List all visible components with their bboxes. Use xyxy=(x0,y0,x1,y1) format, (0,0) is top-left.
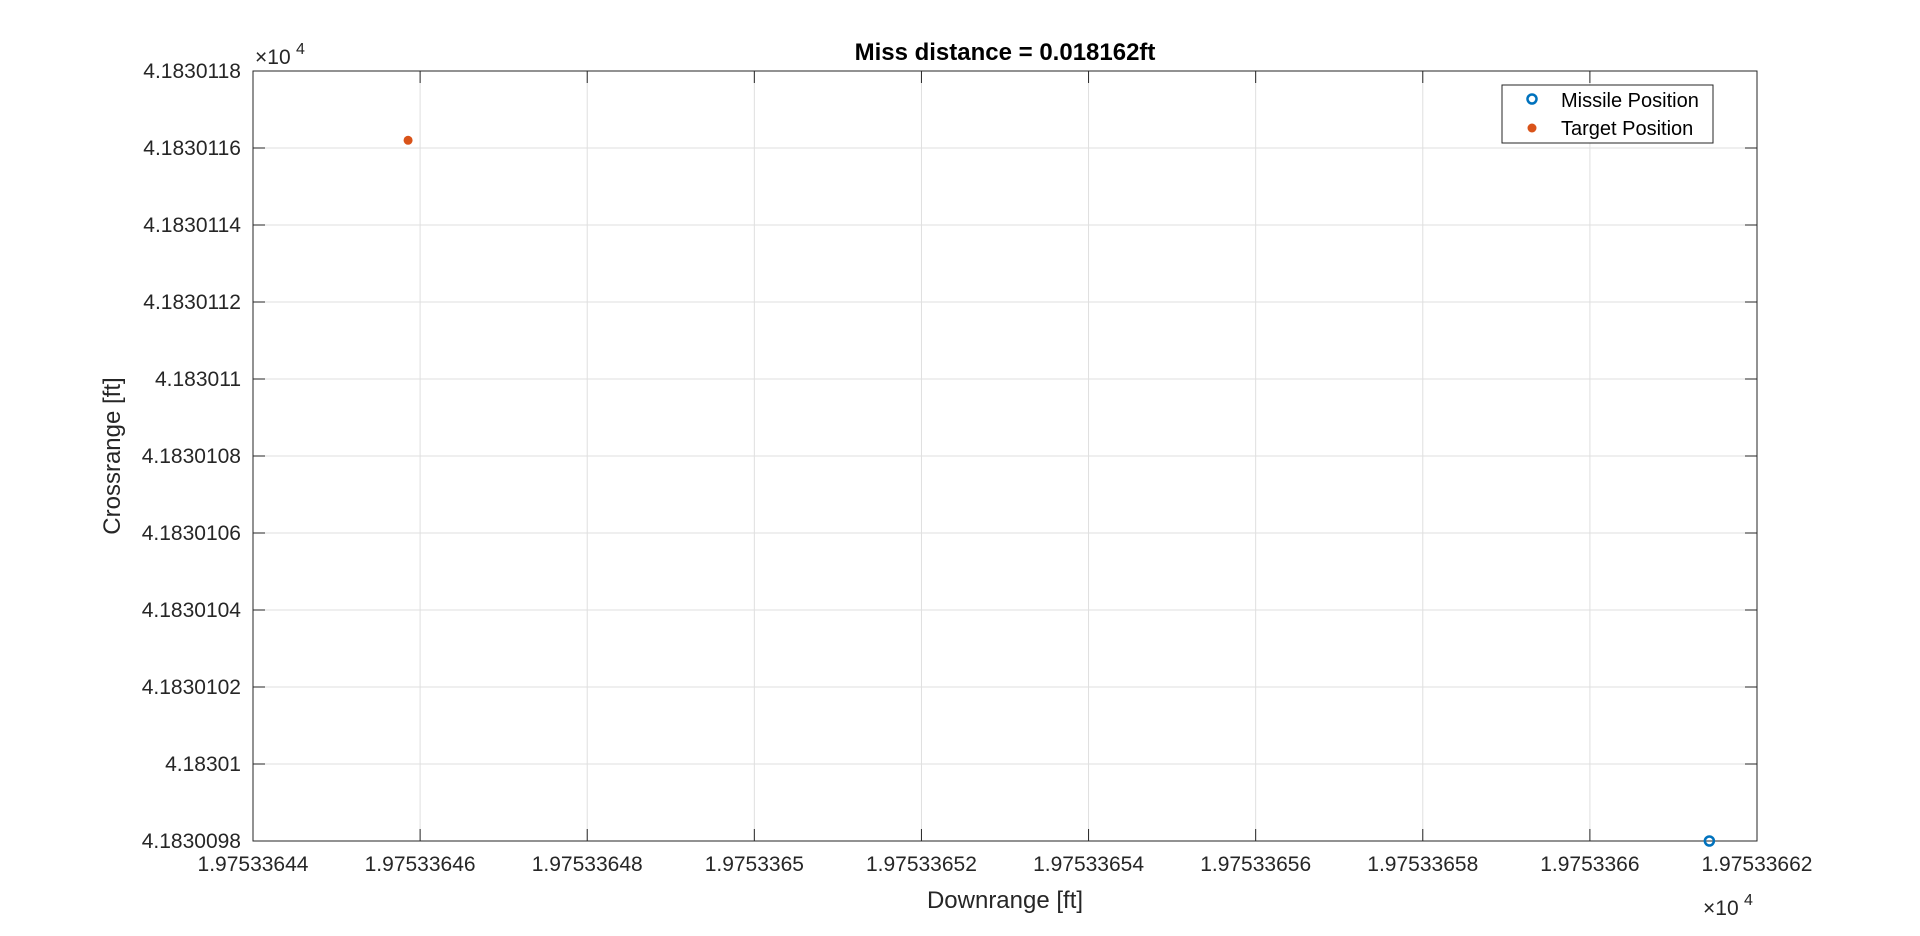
x-tick-label: 1.97533648 xyxy=(532,853,643,876)
y-tick-label: 4.1830098 xyxy=(142,830,241,853)
x-tick-label: 1.97533658 xyxy=(1367,853,1478,876)
x-axis-label: Downrange [ft] xyxy=(927,887,1083,914)
x-tick-labels: 1.97533644 1.97533646 1.97533648 1.9753365 1… xyxy=(198,853,1813,876)
legend-missile-label: Missile Position xyxy=(1561,90,1699,112)
x-tick-label: 1.97533654 xyxy=(1033,853,1144,876)
legend-box xyxy=(1501,84,1714,144)
x-tick-label: 1.97533662 xyxy=(1702,853,1813,876)
missile-position-point xyxy=(1703,835,1716,847)
y-axis-label: Crossrange [ft] xyxy=(99,377,126,534)
x-exponent-label: ×10 4 xyxy=(1703,892,1753,920)
x-tick-label: 1.97533646 xyxy=(365,853,476,876)
y-tick-label: 4.1830108 xyxy=(142,445,241,468)
grid-lines xyxy=(253,71,1757,841)
y-tick-label: 4.1830106 xyxy=(142,522,241,545)
x-tick-label: 1.97533652 xyxy=(866,853,977,876)
x-exponent-power: 4 xyxy=(1744,892,1753,909)
legend-missile-marker xyxy=(1526,93,1538,105)
y-tick-label: 4.1830102 xyxy=(142,676,241,699)
data-points xyxy=(403,135,1716,847)
y-tick-label: 4.18301 xyxy=(165,753,241,776)
x-tick-label: 1.9753366 xyxy=(1540,853,1639,876)
x-tick-label: 1.97533644 xyxy=(198,853,309,876)
y-tick-label: 4.183011 xyxy=(155,368,241,391)
y-exponent-power: 4 xyxy=(296,41,305,58)
y-exponent-base: ×10 xyxy=(255,46,291,69)
y-tick-labels: 4.1830098 4.18301 4.1830102 4.1830104 4.1830… xyxy=(142,60,242,853)
axes-box xyxy=(252,70,1758,842)
y-tick-label: 4.1830114 xyxy=(143,214,241,237)
y-tick-label: 4.1830104 xyxy=(142,599,242,622)
legend-target-label: Target Position xyxy=(1561,118,1693,140)
chart-title: Miss distance = 0.018162ft xyxy=(855,39,1156,66)
legend: Missile Position Target Position xyxy=(1501,84,1714,144)
x-tick-label: 1.9753365 xyxy=(705,853,804,876)
x-exponent-base: ×10 xyxy=(1703,897,1739,920)
x-tick-label: 1.97533656 xyxy=(1200,853,1311,876)
y-tick-label: 4.1830118 xyxy=(143,60,241,83)
y-tick-label: 4.1830116 xyxy=(143,137,241,160)
y-exponent-label: ×10 4 xyxy=(255,41,305,69)
y-tick-label: 4.1830112 xyxy=(143,291,241,314)
legend-target-marker xyxy=(1527,123,1537,133)
target-position-point xyxy=(403,135,413,145)
